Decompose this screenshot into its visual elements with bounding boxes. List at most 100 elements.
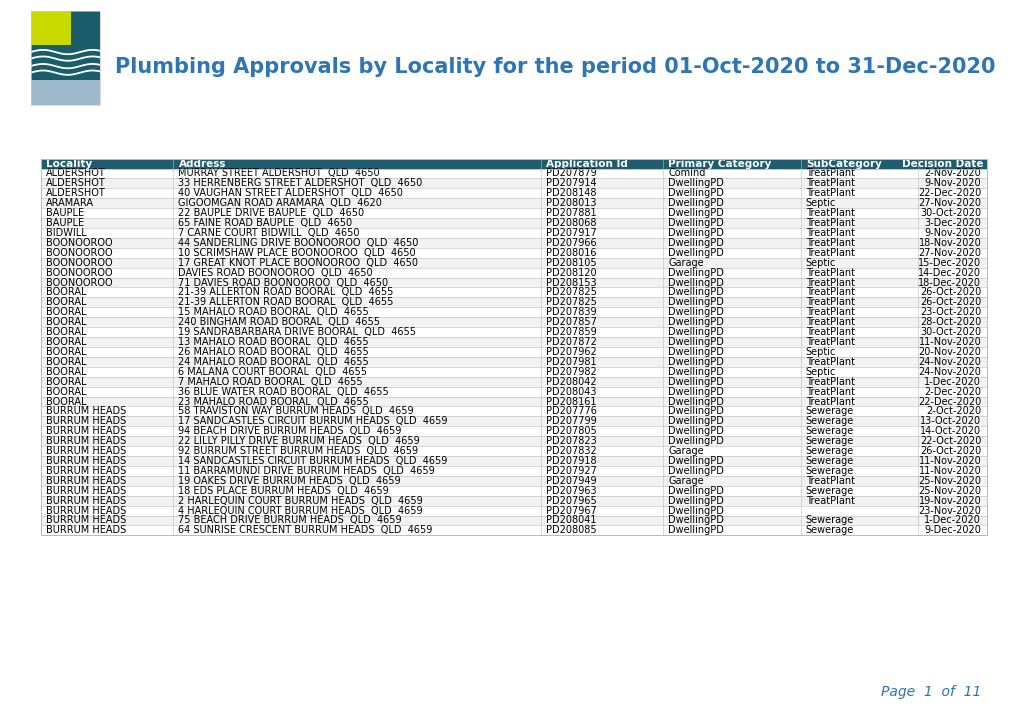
- Text: PD207805: PD207805: [545, 426, 596, 436]
- Text: BURRUM HEADS: BURRUM HEADS: [46, 526, 126, 536]
- Bar: [41, 466, 986, 476]
- Text: DwellingPD: DwellingPD: [667, 228, 723, 238]
- Text: SubCategory: SubCategory: [805, 159, 880, 169]
- Text: 33 HERRENBERG STREET ALDERSHOT  QLD  4650: 33 HERRENBERG STREET ALDERSHOT QLD 4650: [178, 178, 422, 188]
- Text: TreatPlant: TreatPlant: [805, 228, 854, 238]
- Text: PD208161: PD208161: [545, 397, 596, 407]
- Bar: [41, 436, 986, 446]
- Text: DwellingPD: DwellingPD: [667, 505, 723, 516]
- Bar: [41, 228, 986, 238]
- Text: DwellingPD: DwellingPD: [667, 436, 723, 446]
- Text: 4 HARLEQUIN COURT BURRUM HEADS  QLD  4659: 4 HARLEQUIN COURT BURRUM HEADS QLD 4659: [178, 505, 423, 516]
- Text: TreatPlant: TreatPlant: [805, 218, 854, 228]
- Text: PD207879: PD207879: [545, 169, 596, 179]
- Text: DwellingPD: DwellingPD: [667, 297, 723, 307]
- Text: 9-Nov-2020: 9-Nov-2020: [923, 178, 980, 188]
- Text: PD207962: PD207962: [545, 347, 596, 357]
- Text: BURRUM HEADS: BURRUM HEADS: [46, 505, 126, 516]
- Text: PD207981: PD207981: [545, 357, 596, 367]
- Text: 65 FAINE ROAD BAUPLE  QLD  4650: 65 FAINE ROAD BAUPLE QLD 4650: [178, 218, 353, 228]
- Text: 58 TRAVISTON WAY BURRUM HEADS  QLD  4659: 58 TRAVISTON WAY BURRUM HEADS QLD 4659: [178, 407, 414, 417]
- Text: 25-Nov-2020: 25-Nov-2020: [917, 486, 980, 496]
- Text: PD207914: PD207914: [545, 178, 596, 188]
- Text: 64 SUNRISE CRESCENT BURRUM HEADS  QLD  4659: 64 SUNRISE CRESCENT BURRUM HEADS QLD 465…: [178, 526, 432, 536]
- Text: 14 SANDCASTLES CIRCUIT BURRUM HEADS  QLD  4659: 14 SANDCASTLES CIRCUIT BURRUM HEADS QLD …: [178, 456, 447, 466]
- Text: PD207966: PD207966: [545, 238, 596, 248]
- Text: TreatPlant: TreatPlant: [805, 495, 854, 505]
- Bar: [41, 278, 986, 288]
- Text: 9-Nov-2020: 9-Nov-2020: [923, 228, 980, 238]
- Bar: [41, 476, 986, 486]
- Text: 24-Nov-2020: 24-Nov-2020: [917, 357, 980, 367]
- Bar: [41, 288, 986, 297]
- Text: Sewerage: Sewerage: [805, 407, 853, 417]
- Text: Septic: Septic: [805, 198, 836, 208]
- Text: 19 SANDRABARBARA DRIVE BOORAL  QLD  4655: 19 SANDRABARBARA DRIVE BOORAL QLD 4655: [178, 327, 416, 337]
- Text: 14-Dec-2020: 14-Dec-2020: [917, 267, 980, 278]
- Text: 23-Nov-2020: 23-Nov-2020: [917, 505, 980, 516]
- Text: 75 BEACH DRIVE BURRUM HEADS  QLD  4659: 75 BEACH DRIVE BURRUM HEADS QLD 4659: [178, 516, 401, 526]
- Text: 24 MAHALO ROAD BOORAL  QLD  4655: 24 MAHALO ROAD BOORAL QLD 4655: [178, 357, 369, 367]
- Text: DwellingPD: DwellingPD: [667, 386, 723, 397]
- Bar: [41, 386, 986, 397]
- Text: BOORAL: BOORAL: [46, 347, 87, 357]
- Text: BURRUM HEADS: BURRUM HEADS: [46, 495, 126, 505]
- Text: BAUPLE: BAUPLE: [46, 218, 84, 228]
- Text: DwellingPD: DwellingPD: [667, 486, 723, 496]
- Text: 26-Oct-2020: 26-Oct-2020: [919, 288, 980, 298]
- Text: BOORAL: BOORAL: [46, 386, 87, 397]
- Text: DwellingPD: DwellingPD: [667, 426, 723, 436]
- Text: PD208016: PD208016: [545, 248, 596, 258]
- Bar: [41, 267, 986, 278]
- Text: PD207825: PD207825: [545, 288, 596, 298]
- Text: DwellingPD: DwellingPD: [667, 357, 723, 367]
- Text: TreatPlant: TreatPlant: [805, 169, 854, 179]
- Text: BOONOOROO: BOONOOROO: [46, 278, 112, 288]
- Text: BOORAL: BOORAL: [46, 288, 87, 298]
- Text: 27-Nov-2020: 27-Nov-2020: [917, 248, 980, 258]
- Bar: [41, 496, 986, 505]
- Text: Sewerage: Sewerage: [805, 446, 853, 456]
- Text: BOORAL: BOORAL: [46, 327, 87, 337]
- Text: 22-Dec-2020: 22-Dec-2020: [917, 188, 980, 198]
- Bar: [31, 80, 100, 105]
- Text: BOORAL: BOORAL: [46, 357, 87, 367]
- Text: MURRAY STREET ALDERSHOT  QLD  4650: MURRAY STREET ALDERSHOT QLD 4650: [178, 169, 380, 179]
- Text: PD208043: PD208043: [545, 386, 596, 397]
- Text: DwellingPD: DwellingPD: [667, 495, 723, 505]
- Bar: [31, 11, 70, 50]
- Text: 71 DAVIES ROAD BOONOOROO  QLD  4650: 71 DAVIES ROAD BOONOOROO QLD 4650: [178, 278, 388, 288]
- Text: 36 BLUE WATER ROAD BOORAL  QLD  4655: 36 BLUE WATER ROAD BOORAL QLD 4655: [178, 386, 389, 397]
- Text: TreatPlant: TreatPlant: [805, 188, 854, 198]
- Text: DwellingPD: DwellingPD: [667, 188, 723, 198]
- Text: BOORAL: BOORAL: [46, 397, 87, 407]
- Text: PD208085: PD208085: [545, 526, 596, 536]
- Text: PD208120: PD208120: [545, 267, 596, 278]
- Text: TreatPlant: TreatPlant: [805, 267, 854, 278]
- Text: PD207799: PD207799: [545, 416, 596, 426]
- Text: TreatPlant: TreatPlant: [805, 327, 854, 337]
- Text: BOONOOROO: BOONOOROO: [46, 257, 112, 267]
- Text: 19-Nov-2020: 19-Nov-2020: [917, 495, 980, 505]
- Text: TreatPlant: TreatPlant: [805, 357, 854, 367]
- Text: PD208153: PD208153: [545, 278, 596, 288]
- Bar: [41, 347, 986, 357]
- Text: 18-Nov-2020: 18-Nov-2020: [917, 238, 980, 248]
- Text: DwellingPD: DwellingPD: [667, 178, 723, 188]
- Text: BOONOOROO: BOONOOROO: [46, 238, 112, 248]
- Text: PD207859: PD207859: [545, 327, 596, 337]
- Text: 26 MAHALO ROAD BOORAL  QLD  4655: 26 MAHALO ROAD BOORAL QLD 4655: [178, 347, 369, 357]
- Bar: [41, 397, 986, 407]
- Text: Sewerage: Sewerage: [805, 416, 853, 426]
- Bar: [41, 169, 986, 178]
- Text: DwellingPD: DwellingPD: [667, 327, 723, 337]
- Text: TreatPlant: TreatPlant: [805, 386, 854, 397]
- Text: DwellingPD: DwellingPD: [667, 238, 723, 248]
- Text: 27-Nov-2020: 27-Nov-2020: [917, 198, 980, 208]
- Text: PD207881: PD207881: [545, 208, 596, 218]
- Text: PD207918: PD207918: [545, 456, 596, 466]
- Text: DwellingPD: DwellingPD: [667, 198, 723, 208]
- Text: 20-Nov-2020: 20-Nov-2020: [917, 347, 980, 357]
- Text: 22-Oct-2020: 22-Oct-2020: [919, 436, 980, 446]
- Bar: [31, 45, 100, 82]
